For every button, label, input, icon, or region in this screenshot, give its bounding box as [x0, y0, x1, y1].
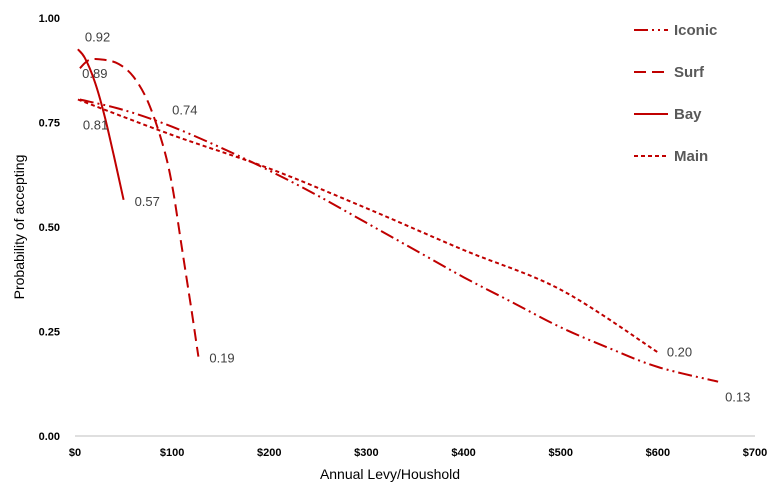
data-label-0-74: 0.74	[172, 103, 197, 118]
x-axis-title: Annual Levy/Houshold	[320, 466, 460, 482]
legend-item-bay: Bay	[634, 106, 702, 123]
x-tick-label--400: $400	[451, 447, 475, 459]
data-label-0-89: 0.89	[82, 66, 107, 81]
data-label-0-92: 0.92	[85, 29, 110, 44]
legend-item-surf: Surf	[634, 64, 705, 81]
series-line-bay	[77, 48, 125, 201]
y-axis-title: Probability of accepting	[11, 155, 27, 300]
y-tick-labels: 0.00 0.25 0.50 0.75 1.00	[39, 13, 60, 443]
x-tick-label--0: $0	[69, 447, 81, 459]
y-tick-label-0-25: 0.25	[39, 327, 60, 339]
x-tick-label--500: $500	[548, 447, 572, 459]
x-tick-label--600: $600	[646, 447, 670, 459]
x-tick-label--700: $700	[743, 447, 767, 459]
data-label-0-81: 0.81	[83, 118, 108, 133]
y-tick-label-0-75: 0.75	[39, 118, 60, 130]
y-tick-label-1-00: 1.00	[39, 13, 60, 25]
data-label-0-19: 0.19	[209, 351, 234, 366]
data-label-0-57: 0.57	[135, 194, 160, 209]
data-label-0-13: 0.13	[725, 390, 750, 405]
legend-label-iconic: Iconic	[674, 22, 717, 39]
x-tick-labels: $0 $100 $200 $300 $400 $500 $600 $700	[69, 447, 767, 459]
series-line-surf	[79, 58, 200, 357]
series-line-iconic	[79, 98, 719, 383]
x-tick-label--100: $100	[160, 447, 184, 459]
series-lines	[77, 48, 719, 383]
data-labels: 0.92 0.89 0.81 0.74 0.57 0.19 0.20 0.13	[82, 29, 750, 404]
y-tick-label-0-00: 0.00	[39, 431, 60, 443]
legend-label-bay: Bay	[674, 106, 702, 123]
legend-label-surf: Surf	[674, 64, 705, 81]
legend-label-main: Main	[674, 148, 708, 165]
y-tick-label-0-50: 0.50	[39, 222, 60, 234]
x-tick-label--200: $200	[257, 447, 281, 459]
data-label-0-20: 0.20	[667, 344, 692, 359]
legend: Iconic Surf Bay Main	[634, 22, 717, 165]
series-line-main	[77, 98, 659, 354]
x-tick-label--300: $300	[354, 447, 378, 459]
legend-item-main: Main	[634, 148, 708, 165]
legend-item-iconic: Iconic	[634, 22, 717, 39]
